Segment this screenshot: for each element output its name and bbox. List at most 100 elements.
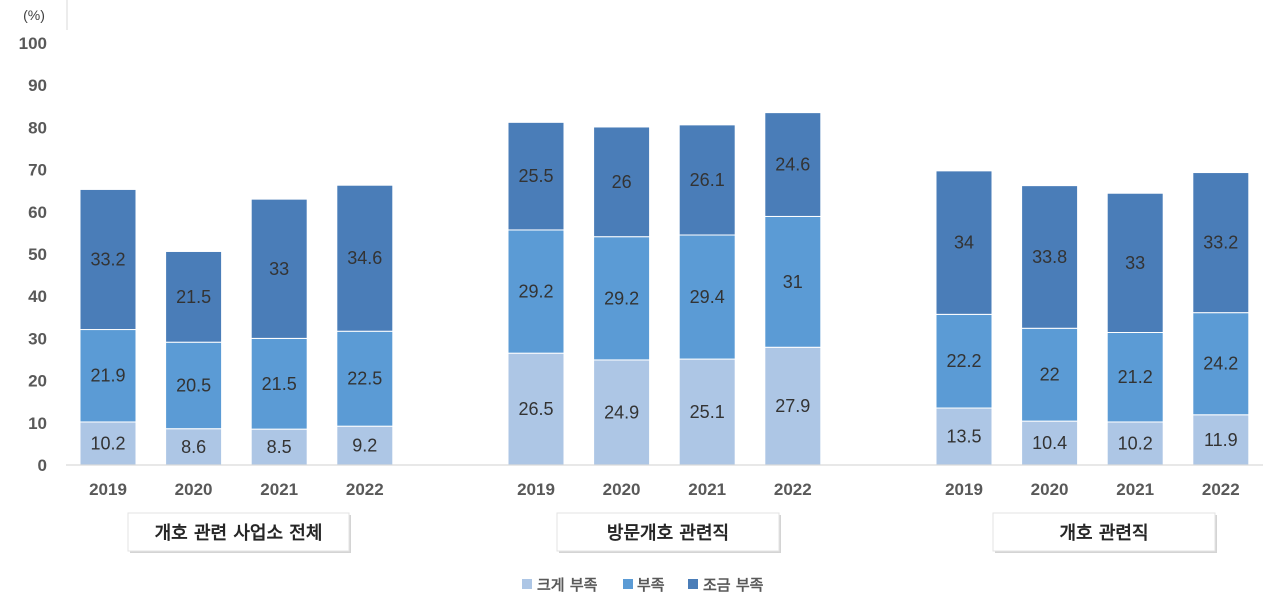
x-tick-label: 2021: [688, 480, 726, 499]
legend-item-1: 크게 부족: [522, 576, 598, 594]
y-axis-unit-label: (%): [23, 7, 45, 23]
y-tick-label: 10: [28, 414, 47, 433]
data-label: 27.9: [775, 396, 810, 416]
legend-item-2: 부족: [623, 576, 665, 594]
x-tick-label: 2020: [175, 480, 213, 499]
y-tick-label: 50: [28, 245, 47, 264]
group-label-box-frame: [992, 512, 1216, 552]
x-tick-label: 2021: [1116, 480, 1154, 499]
data-label: 29.4: [690, 287, 725, 307]
y-tick-label: 100: [19, 34, 47, 53]
data-label: 24.6: [775, 155, 810, 175]
data-labels: 10.2 21.9 33.2 8.6 20.5 21.5 8.5 21.5 33 9.2 22.5 3…: [90, 155, 1238, 458]
group-label-box-2: 방문개호 관련직: [556, 512, 781, 553]
data-label: 10.2: [90, 433, 125, 453]
data-label: 26.1: [690, 170, 725, 190]
bar-segment-g2-2019-s3: [507, 121, 565, 231]
x-tick-label: 2022: [346, 480, 384, 499]
data-label: 22.2: [946, 351, 981, 371]
bar-segment-g2-2022-s3: [764, 112, 822, 217]
legend-swatch: [623, 579, 633, 589]
group-label-box-frame: [127, 512, 350, 552]
data-label: 21.5: [262, 374, 297, 394]
data-label: 24.9: [604, 402, 639, 422]
x-axis-year-labels: 2019 2020 2021 2022 2019 2020 2021 2022 2019 2020…: [89, 480, 1240, 499]
y-tick-label: 30: [28, 329, 47, 348]
data-label: 22.5: [347, 369, 382, 389]
data-label: 25.1: [690, 402, 725, 422]
data-label: 21.5: [176, 287, 211, 307]
bar-segment-g3-2020-s1: [1021, 420, 1079, 466]
group-label-box-1: 개호 관련 사업소 전체: [127, 512, 351, 553]
group-label: 개호 관련 사업소 전체: [155, 523, 323, 544]
x-tick-label: 2021: [260, 480, 298, 499]
bar-segment-g1-2022-s2: [336, 330, 394, 427]
data-label: 34: [954, 233, 974, 253]
data-label: 24.2: [1203, 354, 1238, 374]
data-label: 29.2: [518, 282, 553, 302]
bar-segment-g1-2021-s2: [250, 337, 308, 430]
data-label: 26: [612, 172, 632, 192]
data-label: 26.5: [518, 399, 553, 419]
bar-segment-g3-2022-s2: [1192, 312, 1250, 416]
data-label: 25.5: [518, 166, 553, 186]
data-label: 8.5: [267, 437, 292, 457]
y-tick-label: 40: [28, 287, 47, 306]
bar-segment-g2-2021-s2: [678, 234, 736, 360]
data-label: 9.2: [352, 436, 377, 456]
data-label: 22: [1040, 365, 1060, 385]
legend-label: 조금 부족: [703, 576, 764, 594]
x-tick-label: 2022: [1202, 480, 1240, 499]
bar-segment-g2-2022-s1: [764, 346, 822, 466]
x-tick-label: 2020: [603, 480, 641, 499]
data-label: 21.9: [90, 366, 125, 386]
bar-segment-g2-2021-s3: [678, 124, 736, 236]
x-tick-label: 2019: [89, 480, 127, 499]
bar-segment-g1-2021-s1: [250, 428, 308, 466]
bar-segment-g3-2020-s3: [1021, 185, 1079, 329]
y-tick-label: 20: [28, 372, 47, 391]
group-label: 방문개호 관련직: [607, 523, 729, 544]
data-label: 33.2: [90, 249, 125, 269]
data-label: 8.6: [181, 437, 206, 457]
y-tick-label: 90: [28, 76, 47, 95]
legend-item-3: 조금 부족: [688, 576, 764, 594]
data-label: 13.5: [946, 427, 981, 447]
group-label-box-3: 개호 관련직: [992, 512, 1217, 553]
x-tick-label: 2022: [774, 480, 812, 499]
legend: 크게 부족 부족 조금 부족: [522, 576, 764, 594]
data-label: 33: [1125, 253, 1145, 273]
bar-segment-g3-2020-s2: [1021, 327, 1079, 422]
legend-swatch: [522, 579, 532, 589]
data-label: 33.2: [1203, 233, 1238, 253]
y-tick-label: 60: [28, 203, 47, 222]
data-label: 11.9: [1204, 430, 1238, 450]
y-tick-label: 80: [28, 118, 47, 137]
bar-segment-g1-2019-s3: [79, 188, 137, 331]
y-tick-label: 70: [28, 161, 47, 180]
bar-segment-g3-2021-s2: [1106, 331, 1164, 423]
bar-segment-g1-2019-s2: [79, 329, 137, 423]
data-label: 10.2: [1118, 433, 1153, 453]
data-label: 10.4: [1032, 433, 1067, 453]
bars: [79, 112, 1250, 466]
bar-segment-g2-2020-s3: [593, 126, 651, 238]
bar-segment-g3-2019-s2: [935, 313, 993, 409]
data-label: 33.8: [1032, 247, 1067, 267]
y-axis-tick-labels: 0 10 20 30 40 50 60 70 80 90 100: [19, 34, 47, 475]
bar-segment-g3-2019-s3: [935, 170, 993, 315]
bar-segment-g1-2021-s3: [250, 198, 308, 339]
bar-segment-g1-2022-s3: [336, 184, 394, 332]
group-label-box-frame: [556, 512, 780, 552]
data-label: 31: [783, 272, 803, 292]
bar-segment-g1-2020-s2: [165, 341, 223, 430]
bar-segment-g2-2019-s1: [507, 352, 565, 466]
bar-segment-g2-2021-s1: [678, 358, 736, 466]
x-tick-label: 2019: [517, 480, 555, 499]
bar-segment-g2-2020-s2: [593, 236, 651, 361]
bar-segment-g2-2019-s2: [507, 229, 565, 354]
group-label: 개호 관련직: [1059, 523, 1148, 544]
data-label: 29.2: [604, 288, 639, 308]
y-tick-label: 0: [38, 456, 47, 475]
